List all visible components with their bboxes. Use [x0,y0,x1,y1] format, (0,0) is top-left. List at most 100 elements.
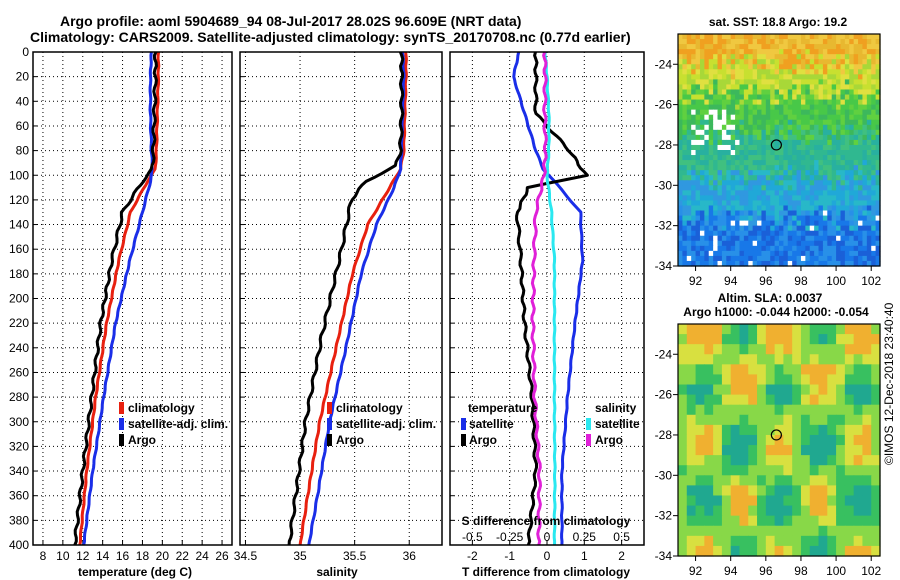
map-cell [678,69,683,75]
map-cell [800,124,806,131]
map-cell [686,79,692,86]
map-cell [735,34,741,40]
map-cell [796,150,802,156]
map-cell [686,225,692,232]
map-cell [713,144,719,151]
map-cell [730,434,741,446]
map-cell [765,99,771,106]
map-cell [787,210,793,217]
map-cell [774,364,784,376]
map-cell [735,240,741,247]
map-cell [752,235,758,242]
map-cell [862,465,872,476]
map-cell [726,245,732,252]
map-cell [805,260,811,267]
map-cell [761,54,767,60]
map-cell [792,64,798,70]
map-cell [730,114,736,121]
map-cell [691,89,697,96]
map-cell [792,84,798,91]
map-cell [809,74,815,80]
map-cell [787,195,793,202]
map-cell [853,475,864,486]
map-cell [822,220,828,227]
map-cell [682,134,688,141]
map-cell [814,175,820,181]
map-cell [739,54,745,60]
map-cell [814,89,820,96]
map-cell [818,344,828,355]
map-cell [831,170,837,176]
map-cell [695,344,705,355]
map-cell [827,39,833,45]
map-cell [792,424,802,436]
map-cell [871,414,881,426]
map-cell [757,394,767,406]
map-cell [783,34,789,40]
x-tick-label: 24 [195,549,209,563]
map-cell [849,139,855,146]
map-cell [805,205,811,212]
map-cell [818,225,824,232]
map-cell [862,185,868,191]
map-cell [831,34,837,40]
map-cell [875,175,881,181]
map-cell [743,129,749,136]
map-cell [704,129,710,136]
map-cell [717,210,723,217]
map-cell [875,225,881,232]
map-cell [862,505,872,517]
map-cell [695,394,705,406]
map-cell [699,220,705,227]
map-cell [800,144,806,151]
map-cell [774,84,780,91]
map-cell [708,150,714,156]
map-cell [783,344,793,355]
map-cell [686,210,692,217]
map-cell [844,475,855,486]
map-cell [814,79,820,86]
map-cell [866,109,872,116]
map-cell [792,124,798,131]
map-cell [713,364,723,376]
title-line-2: Climatology: CARS2009. Satellite-adjuste… [30,29,631,45]
map-cell [704,485,714,497]
map-cell [822,94,828,101]
map-cell [862,404,872,416]
map-cell [713,255,719,262]
map-cell [792,445,802,456]
map-cell [704,215,710,222]
map-cell [866,54,872,60]
map-cell [708,205,714,212]
map-cell [783,99,789,106]
legend-t-argo: Argo [469,433,497,447]
map-cell [691,94,697,101]
map-cell [678,455,688,466]
map-cell [730,165,736,171]
map-cell [779,129,784,136]
map-cell [704,124,710,131]
map-cell [805,160,811,166]
map-cell [721,144,727,151]
map-cell [717,64,723,70]
map-cell [713,160,719,166]
axes-frame [32,51,233,546]
map-cell [844,200,850,207]
map-cell [704,170,710,176]
map-cell [787,114,793,121]
map-cell [818,160,824,166]
map-cell [708,54,714,60]
map-cell [779,230,784,237]
map-cell [858,205,864,212]
map-cell [743,160,749,166]
map-cell [730,505,741,517]
map-cell [774,175,780,181]
map-cell [875,89,881,96]
map-cell [717,175,723,181]
map-cell [739,475,749,486]
map-cell [779,54,784,60]
map-cell [730,54,736,60]
map-cell [682,49,688,55]
map-cell [871,124,877,131]
